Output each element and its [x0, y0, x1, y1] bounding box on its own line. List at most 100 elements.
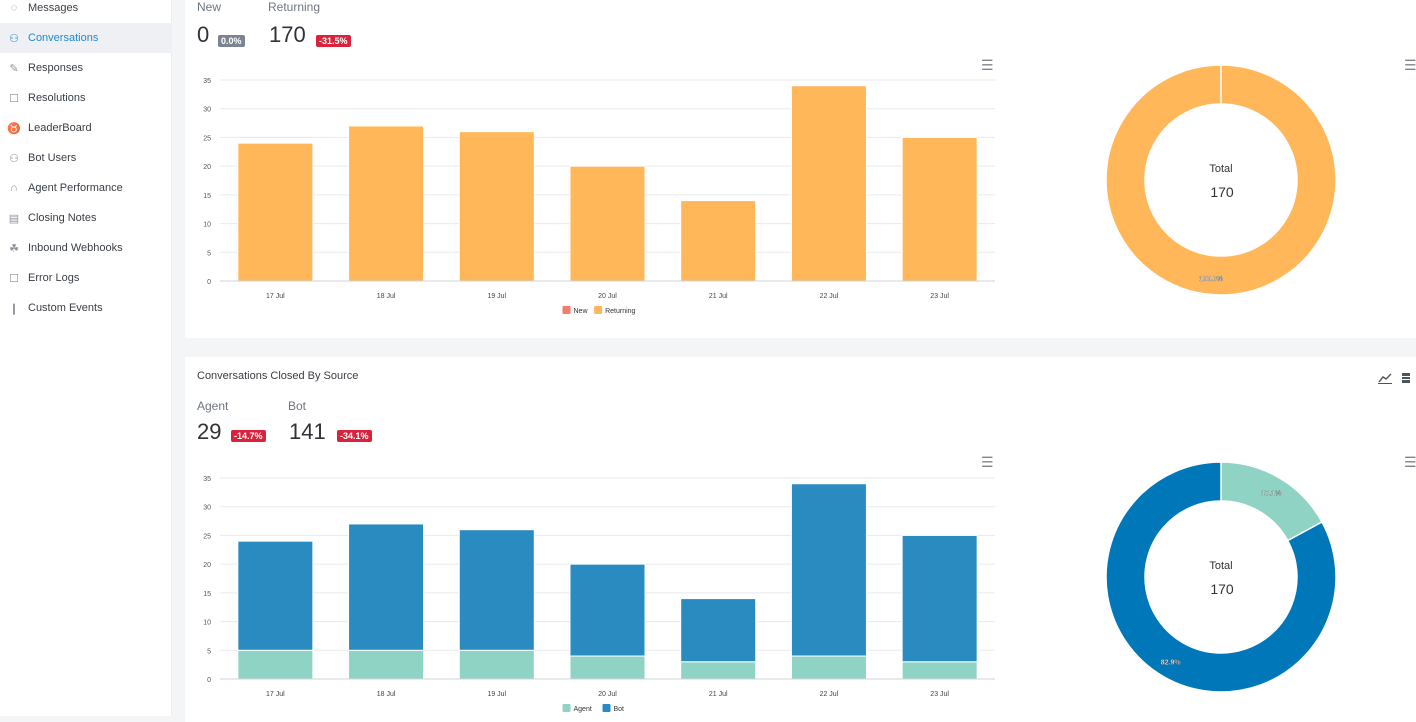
- sidebar-item-messages[interactable]: ◌ Messages: [0, 0, 172, 23]
- bar-bot: [569, 563, 646, 657]
- sidebar-item-label: LeaderBoard: [28, 122, 92, 134]
- bar-returning: [790, 85, 867, 282]
- x-tick-label: 17 Jul: [266, 691, 285, 698]
- legend-label: New: [574, 308, 589, 315]
- slice-data-label: 17.1%: [1261, 490, 1282, 497]
- sidebar-item-label: Messages: [28, 2, 79, 14]
- sidebar-item-label: Responses: [28, 62, 84, 74]
- sidebar-item-bot-users[interactable]: ⚇ Bot Users: [0, 143, 172, 173]
- bar-chart-menu-icon[interactable]: ☰: [981, 454, 994, 470]
- y-tick-label: 30: [203, 107, 211, 114]
- y-tick-label: 15: [203, 591, 211, 598]
- sidebar-item-label: Error Logs: [28, 272, 80, 284]
- legend-label: Agent: [574, 706, 592, 713]
- clipboard-icon: ▤: [8, 212, 20, 225]
- legend-label: Bot: [614, 706, 625, 713]
- stat-returning-label: Returning: [268, 0, 321, 14]
- legend-swatch: [594, 306, 603, 314]
- x-tick-label: 19 Jul: [487, 691, 506, 698]
- x-tick-label: 19 Jul: [487, 293, 506, 300]
- donut-slice-agent: [1220, 461, 1323, 542]
- sidebar-item-responses[interactable]: ✎ Responses: [0, 53, 172, 83]
- y-tick-label: 0: [207, 677, 211, 684]
- donut-chart-menu-icon[interactable]: ☰: [1404, 57, 1416, 73]
- sidebar-item-agent-performance[interactable]: ∩ Agent Performance: [0, 173, 172, 203]
- x-tick-label: 22 Jul: [820, 691, 839, 698]
- source-bar-chart: 0 5 10 15 20 25 30 35 17 Jul 18 Jul 19 Jul 20 Jul 21…: [203, 476, 995, 713]
- sidebar-item-resolutions[interactable]: ☐ Resolutions: [0, 83, 172, 113]
- sidebar-item-label: Conversations: [28, 32, 99, 44]
- line-chart-icon[interactable]: [1378, 371, 1392, 384]
- x-tick-label: 20 Jul: [598, 293, 617, 300]
- stat-returning-badge: -31.5%: [316, 35, 351, 47]
- legend-swatch: [602, 704, 611, 712]
- stat-agent-badge: -14.7%: [231, 430, 266, 442]
- x-tick-label: 21 Jul: [709, 691, 728, 698]
- bar-bot: [348, 523, 425, 651]
- sidebar-item-custom-events[interactable]: ❙ Custom Events: [0, 293, 172, 323]
- bar-agent: [680, 661, 757, 680]
- bar-chart-icon: ❙: [9, 302, 19, 315]
- x-tick-label: 23 Jul: [930, 691, 949, 698]
- conversations-icon: ⚇: [9, 32, 19, 45]
- sidebar-item-label: Bot Users: [28, 152, 77, 164]
- sidebar-item-label: Inbound Webhooks: [28, 242, 123, 254]
- x-tick-label: 21 Jul: [709, 293, 728, 300]
- sidebar-item-inbound-webhooks[interactable]: ☘ Inbound Webhooks: [0, 233, 172, 263]
- bar-bot: [458, 529, 535, 651]
- y-tick-label: 20: [203, 562, 211, 569]
- y-tick-label: 25: [203, 533, 211, 540]
- bar-returning: [569, 165, 646, 282]
- y-tick-label: 10: [203, 620, 211, 627]
- message-icon: ◌: [10, 2, 18, 14]
- y-tick-label: 20: [203, 164, 211, 171]
- stat-new-badge: 0.0%: [218, 35, 245, 47]
- bar-bot: [790, 483, 867, 657]
- y-tick-label: 0: [207, 279, 211, 286]
- x-tick-label: 18 Jul: [377, 293, 396, 300]
- bar-bot: [901, 534, 978, 663]
- stat-new-label: New: [197, 0, 222, 14]
- stat-agent-label: Agent: [197, 399, 229, 413]
- donut-center-label: Total: [1209, 560, 1232, 572]
- bar-agent: [790, 655, 867, 680]
- stat-bot-label: Bot: [288, 399, 307, 413]
- x-tick-label: 23 Jul: [930, 293, 949, 300]
- donut-center-label: Total: [1209, 163, 1232, 175]
- y-tick-label: 35: [203, 476, 211, 483]
- y-tick-label: 25: [203, 135, 211, 142]
- y-tick-label: 30: [203, 505, 211, 512]
- sidebar-item-label: Agent Performance: [28, 182, 123, 194]
- sidebar-item-error-logs[interactable]: ☐ Error Logs: [0, 263, 172, 293]
- slice-data-label: 82.9%: [1161, 660, 1182, 667]
- donut-slice-returning: [1105, 64, 1337, 296]
- returning-donut-chart: 100.0% Total 170: [1105, 64, 1337, 296]
- headset-icon: ∩: [10, 182, 18, 194]
- webhook-icon: ☘: [9, 242, 19, 255]
- card-title: Conversations Closed By Source: [197, 370, 359, 382]
- bar-agent: [458, 649, 535, 680]
- x-tick-label: 17 Jul: [266, 293, 285, 300]
- donut-chart-menu-icon[interactable]: ☰: [1404, 454, 1416, 470]
- sidebar-item-label: Closing Notes: [28, 212, 97, 224]
- sidebar-item-leaderboard[interactable]: ♉ LeaderBoard: [0, 113, 172, 143]
- sidebar-item-conversations[interactable]: ⚇ Conversations: [0, 23, 172, 53]
- slice-data-label: 100.0%: [1199, 276, 1224, 283]
- sidebar-item-closing-notes[interactable]: ▤ Closing Notes: [0, 203, 172, 233]
- donut-center-value: 170: [1210, 581, 1234, 597]
- sidebar-item-label: Resolutions: [28, 92, 86, 104]
- bar-returning: [348, 125, 425, 282]
- bar-returning: [458, 131, 535, 282]
- donut-slice-bot: [1105, 461, 1337, 693]
- table-icon[interactable]: [1401, 371, 1411, 383]
- sidebar: ◌ Messages ⚇ Conversations ✎ Responses ☐ Resolu…: [0, 0, 172, 716]
- x-tick-label: 20 Jul: [598, 691, 617, 698]
- x-tick-label: 18 Jul: [377, 691, 396, 698]
- document-icon: ☐: [9, 92, 19, 105]
- sidebar-item-label: Custom Events: [28, 302, 103, 314]
- y-tick-label: 5: [207, 250, 211, 257]
- y-tick-label: 35: [203, 78, 211, 85]
- bar-agent: [901, 661, 978, 680]
- stat-new-value: 0: [197, 22, 210, 47]
- bar-chart-menu-icon[interactable]: ☰: [981, 57, 994, 73]
